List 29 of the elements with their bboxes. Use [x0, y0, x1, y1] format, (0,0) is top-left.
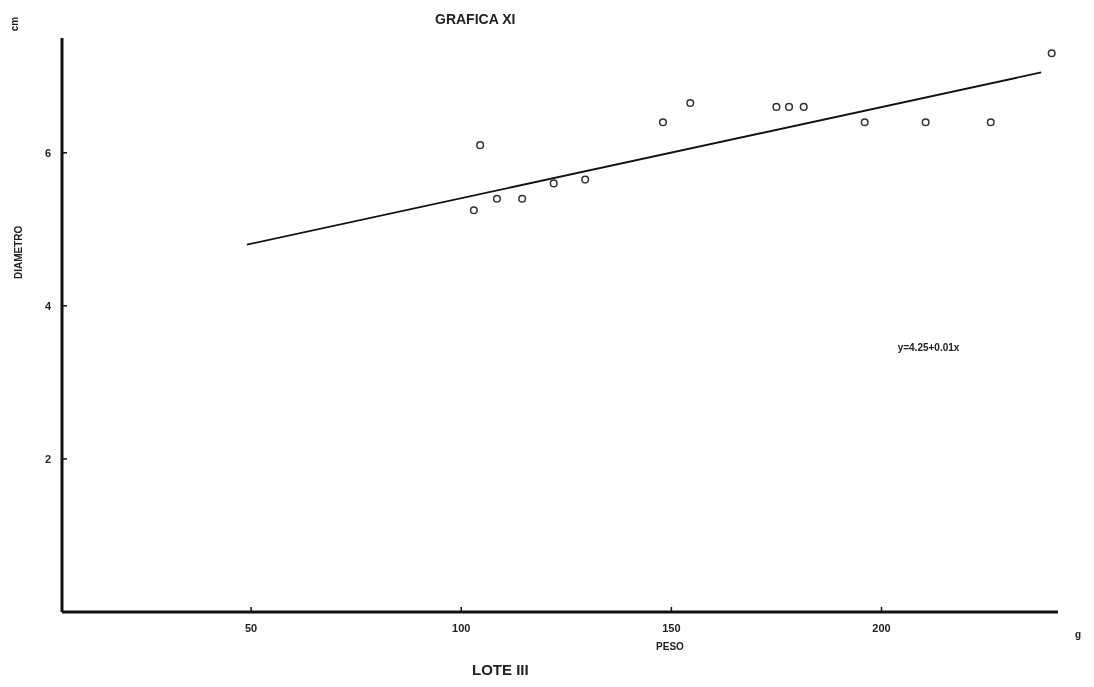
text: LOTE III [472, 661, 529, 678]
x-axis-title: PESO [656, 641, 685, 652]
chart-title: GRAFICA XI [435, 11, 516, 27]
x-tick-label: 50 [244, 622, 258, 634]
y-tick-label: 2 [44, 452, 52, 465]
x-tick-label: 200 [872, 622, 891, 634]
point [1047, 49, 1056, 58]
point [686, 99, 695, 108]
point [469, 206, 478, 215]
point [921, 118, 930, 127]
point [518, 194, 527, 203]
point [772, 102, 781, 111]
point [476, 141, 485, 150]
point [658, 118, 668, 127]
y-tick-label: 6 [44, 146, 52, 159]
annotation: y=4.25+0.01x [897, 342, 960, 354]
y-axis-title: DIAMETRO [13, 225, 24, 279]
point [549, 179, 558, 188]
point [799, 102, 808, 111]
point [986, 118, 995, 127]
text: g [1074, 628, 1082, 640]
x-tick-label: 100 [452, 622, 471, 634]
x-tick-label: 150 [662, 622, 681, 634]
point [581, 175, 590, 184]
point [492, 194, 502, 203]
text: cm [8, 16, 20, 32]
point [784, 102, 794, 111]
point [860, 118, 869, 127]
y-tick-label: 4 [44, 299, 52, 312]
